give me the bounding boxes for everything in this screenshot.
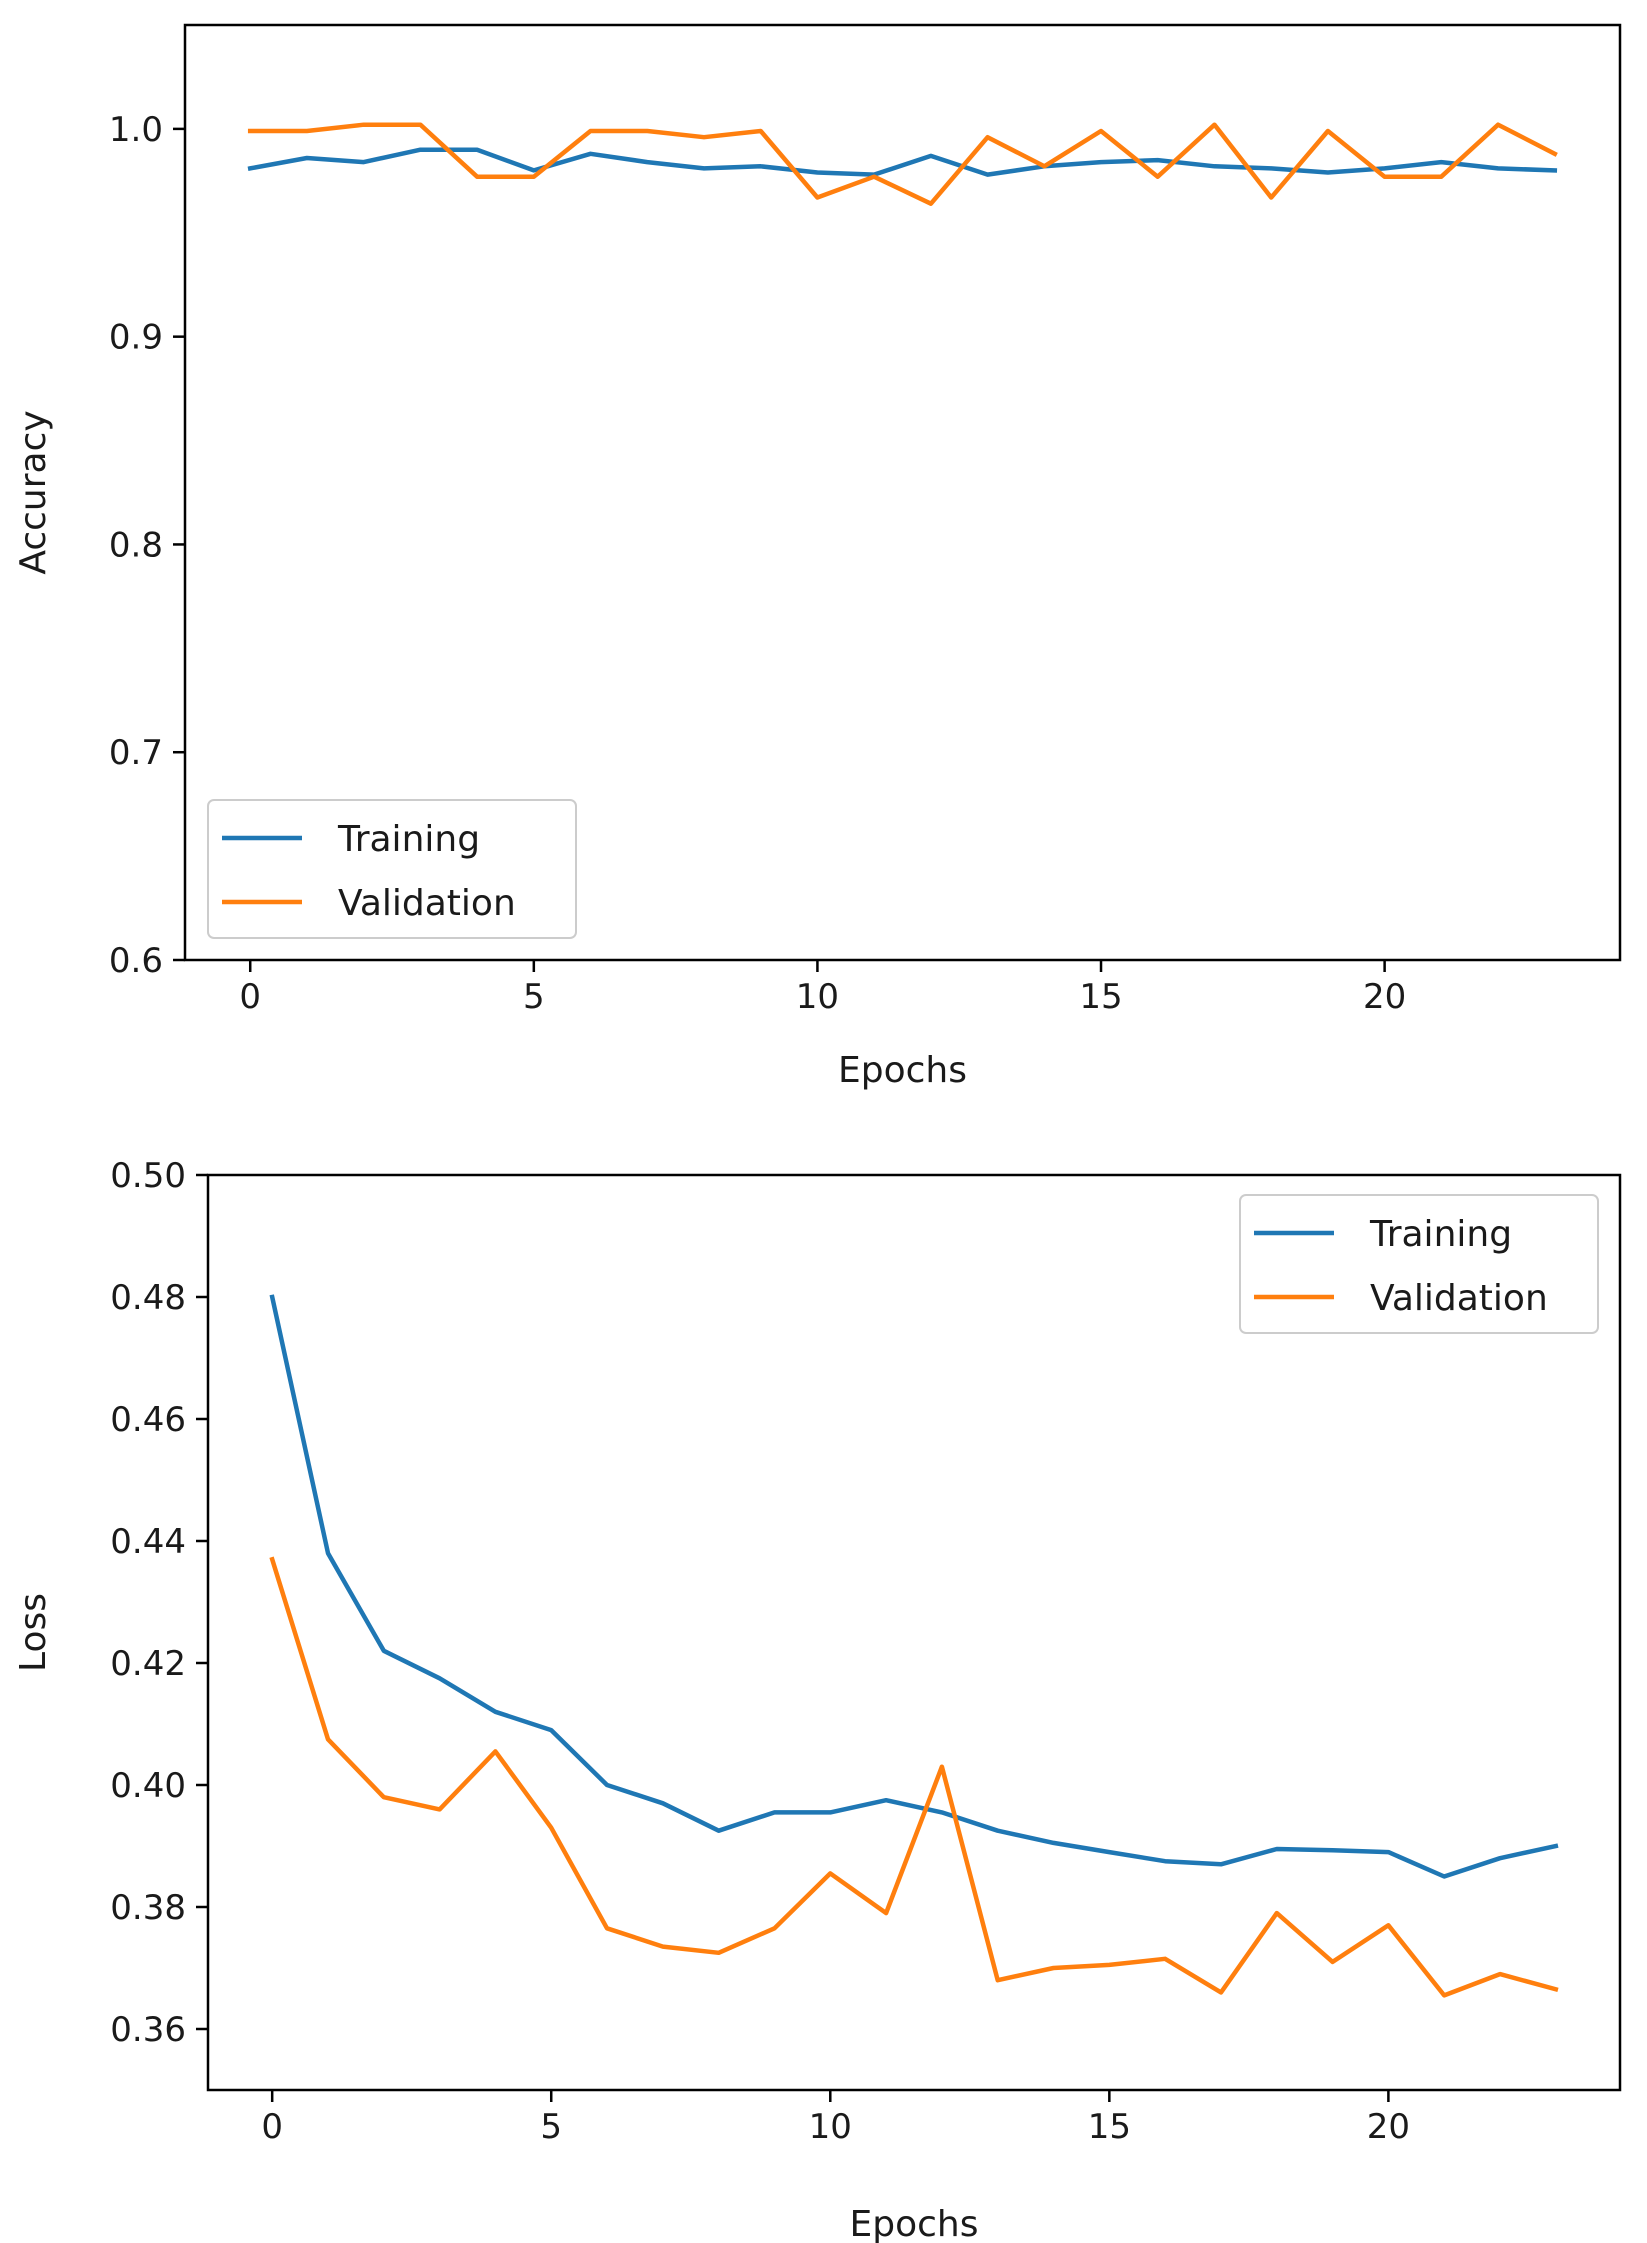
- accuracy-xtick-label: 10: [796, 977, 839, 1017]
- loss-ytick-label: 0.48: [110, 1278, 186, 1318]
- accuracy-xtick-label: 0: [239, 977, 261, 1017]
- loss-x-axis-label: Epochs: [850, 2204, 979, 2243]
- loss-ytick-label: 0.42: [110, 1644, 186, 1684]
- loss-ytick-label: 0.44: [110, 1522, 186, 1562]
- accuracy-plot: 0 5 10 15 20 0.6 0.7 0.8 0.9 1.0 Epochs Accuracy Tra…: [13, 23, 1622, 1091]
- accuracy-xtick-label: 20: [1363, 977, 1406, 1017]
- accuracy-xtick-label: 5: [523, 977, 545, 1017]
- loss-plot: 0 5 10 15 20 0.36 0.38 0.40 0.42 0.44 0.46 0.48 0.50…: [13, 1156, 1622, 2243]
- loss-validation-line: [269, 1556, 1559, 1998]
- loss-training-line: [269, 1294, 1559, 1879]
- loss-ytick-label: 0.38: [110, 1888, 186, 1928]
- accuracy-legend-label-training: Training: [337, 819, 480, 860]
- accuracy-xtick-label: 15: [1079, 977, 1122, 1017]
- loss-axes-frame: [206, 1173, 1622, 2092]
- loss-ytick-label: 0.40: [110, 1766, 186, 1806]
- loss-xtick-label: 20: [1367, 2107, 1410, 2147]
- accuracy-ytick-label: 0.8: [109, 525, 163, 565]
- accuracy-ytick-label: 1.0: [109, 110, 163, 150]
- accuracy-ytick-label: 0.9: [109, 318, 163, 358]
- loss-legend-label-training: Training: [1369, 1214, 1512, 1255]
- loss-xtick-label: 10: [809, 2107, 852, 2147]
- accuracy-x-axis-label: Epochs: [838, 1050, 967, 1091]
- loss-xtick-label: 0: [261, 2107, 283, 2147]
- accuracy-legend-label-validation: Validation: [338, 883, 516, 924]
- accuracy-legend: Training Validation: [207, 799, 577, 939]
- accuracy-axes-frame: [183, 23, 1622, 962]
- loss-ytick-label: 0.36: [110, 2010, 186, 2050]
- loss-y-axis-label: Loss: [13, 1593, 54, 1672]
- accuracy-ytick-label: 0.7: [109, 733, 163, 773]
- loss-xtick-label: 5: [540, 2107, 562, 2147]
- accuracy-y-axis-label: Accuracy: [13, 410, 54, 574]
- loss-xtick-label: 15: [1088, 2107, 1131, 2147]
- accuracy-training-line: [247, 147, 1558, 177]
- loss-ytick-label: 0.50: [110, 1156, 186, 1196]
- loss-ytick-label: 0.46: [110, 1400, 186, 1440]
- accuracy-validation-line: [247, 122, 1558, 206]
- loss-legend-label-validation: Validation: [1370, 1278, 1548, 1319]
- accuracy-ytick-label: 0.6: [109, 941, 163, 981]
- loss-legend: Training Validation: [1239, 1194, 1599, 1334]
